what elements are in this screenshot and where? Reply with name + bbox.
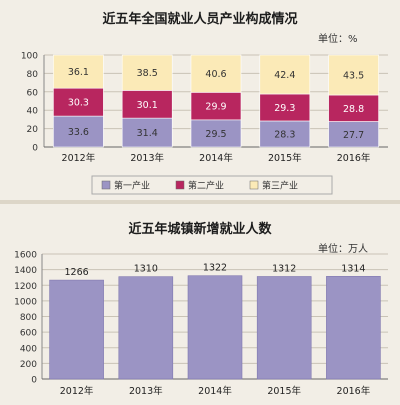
- y-tick-label: 1000: [14, 297, 37, 307]
- legend-label: 第二产业: [188, 180, 224, 192]
- data-label: 29.5: [205, 129, 226, 140]
- legend-swatch: [175, 180, 185, 190]
- data-label: 1322: [203, 263, 227, 274]
- bar-segment: [53, 54, 104, 89]
- y-tick-label: 80: [27, 70, 39, 80]
- data-label: 28.3: [274, 129, 295, 140]
- bar-segment: [190, 54, 242, 93]
- data-label: 43.5: [343, 71, 364, 82]
- y-tick-label: 1400: [14, 266, 37, 276]
- x-tick-label: 2012年: [60, 385, 94, 397]
- data-label: 1314: [341, 263, 365, 274]
- x-tick-label: 2012年: [62, 152, 96, 164]
- x-tick-label: 2016年: [337, 152, 371, 164]
- x-tick-label: 2015年: [268, 152, 302, 164]
- data-label: 36.1: [68, 67, 89, 78]
- data-label: 29.9: [205, 102, 226, 113]
- data-label: 1266: [65, 267, 89, 278]
- y-tick-label: 20: [27, 125, 39, 135]
- bar-segment: [328, 54, 379, 96]
- bar-segment: [190, 92, 242, 121]
- data-label: 40.6: [205, 69, 226, 80]
- data-label: 29.3: [274, 103, 295, 114]
- x-tick-label: 2014年: [198, 385, 232, 397]
- y-tick-label: 40: [27, 107, 39, 117]
- bar: [326, 276, 381, 380]
- data-label: 33.6: [68, 127, 89, 138]
- bar-segment: [328, 121, 379, 148]
- chart-panel-new-urban-jobs: 近五年城镇新增就业人数 单位：万人 0 200 400 600 800 1000 1200 1…: [0, 204, 400, 405]
- bar: [49, 279, 104, 380]
- y-tick-label: 1200: [14, 282, 37, 292]
- unit-label: 单位：%: [318, 34, 358, 45]
- data-label: 1312: [272, 264, 296, 275]
- x-tick-label: 2015年: [267, 385, 301, 397]
- x-tick-label: 2013年: [129, 385, 163, 397]
- data-label: 27.7: [343, 130, 364, 141]
- y-tick-label: 60: [27, 88, 39, 98]
- bar-chart: 0 200 400 600 800 1000 1200 1400 1600 1266 2012年 13…: [14, 251, 388, 397]
- data-label: 30.3: [68, 98, 89, 109]
- x-tick-label: 2016年: [337, 385, 371, 397]
- unit-label: 单位：万人: [318, 244, 368, 255]
- y-tick-label: 400: [20, 344, 37, 354]
- y-tick-label: 1600: [14, 251, 37, 261]
- y-tick-label: 200: [20, 360, 37, 370]
- chart-panel-employment-structure: 近五年全国就业人员产业构成情况 单位：% 0 20 40 60 80 100 33.6 30.…: [0, 0, 400, 200]
- y-tick-label: 100: [21, 52, 38, 62]
- legend-label: 第一产业: [114, 180, 150, 192]
- data-label: 38.5: [137, 68, 158, 79]
- bar-segment: [190, 119, 242, 148]
- legend-swatch: [249, 180, 259, 190]
- data-label: 1310: [134, 264, 158, 275]
- x-tick-label: 2013年: [130, 152, 164, 164]
- data-label: 42.4: [274, 70, 295, 81]
- chart-title: 近五年全国就业人员产业构成情况: [102, 12, 298, 27]
- bar: [118, 276, 174, 380]
- data-label: 28.8: [343, 104, 364, 115]
- y-tick-label: 0: [31, 376, 37, 386]
- bar-segment: [121, 54, 173, 91]
- bar-segment: [53, 87, 104, 117]
- bar-segment: [259, 54, 311, 95]
- bar: [256, 276, 312, 380]
- legend-swatch: [101, 180, 111, 190]
- legend-label: 第三产业: [262, 180, 298, 192]
- bar: [187, 275, 243, 380]
- y-tick-label: 0: [32, 144, 38, 154]
- data-label: 30.1: [137, 100, 158, 111]
- chart-title: 近五年城镇新增就业人数: [128, 222, 272, 237]
- panel-divider: [0, 200, 400, 204]
- bar-segment: [259, 120, 311, 148]
- x-tick-label: 2014年: [199, 152, 233, 164]
- y-tick-label: 600: [20, 329, 37, 339]
- bar-segment: [121, 90, 173, 119]
- y-tick-label: 800: [20, 313, 37, 323]
- bar-segment: [121, 117, 173, 148]
- legend-box: [91, 175, 333, 195]
- stacked-bar-chart: 0 20 40 60 80 100 33.6 30.3 36.1 2012年 31.4 30.1 38.…: [21, 52, 388, 195]
- bar-segment: [259, 93, 311, 122]
- data-label: 31.4: [137, 128, 158, 139]
